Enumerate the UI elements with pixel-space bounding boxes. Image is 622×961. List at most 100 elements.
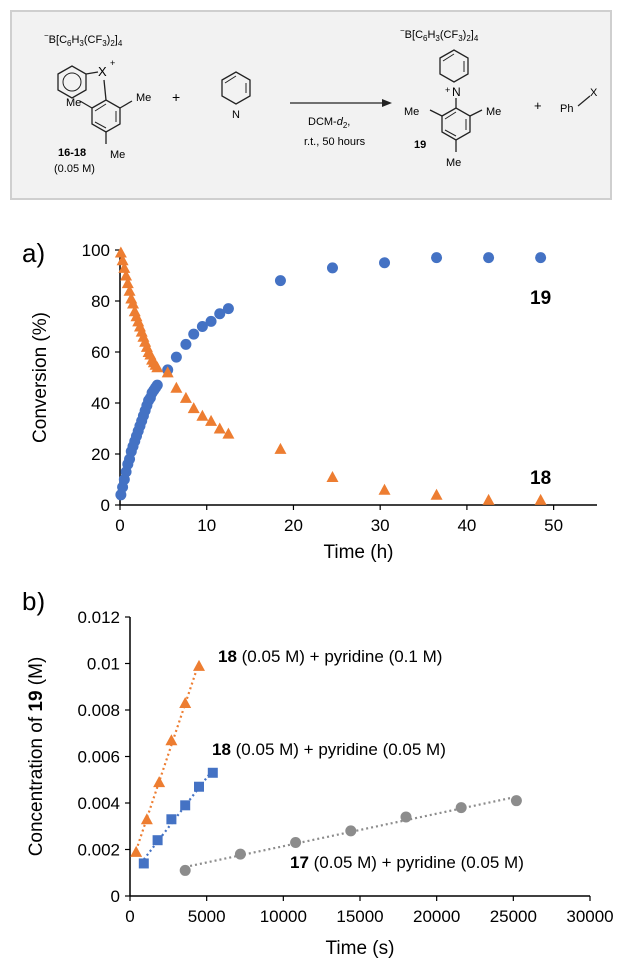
- data-point-19: [196, 321, 208, 332]
- reaction-scheme-drawing: −B[C6H3(CF3)2]4 X + Me Me Me 16-18 (0.05…: [44, 26, 598, 175]
- data-point-18: [151, 361, 164, 373]
- y-tick-label: 0.008: [77, 701, 120, 720]
- x-tick-label: 0: [115, 516, 124, 535]
- pyridine-n: N: [232, 109, 240, 121]
- data-point-series-2: [455, 802, 467, 814]
- x-tick-label: 50: [544, 516, 563, 535]
- data-point-series-0: [130, 845, 143, 857]
- y-axis-label-suffix: (M): [26, 657, 47, 691]
- data-point-18: [196, 409, 209, 421]
- mesityl-ring-left: [91, 99, 121, 133]
- series-label-rest: (0.05 M) + pyridine (0.05 M): [309, 853, 524, 872]
- data-point-19: [205, 315, 217, 327]
- data-point-series-0: [179, 697, 192, 709]
- data-point-series-0: [193, 659, 205, 671]
- y-axis-label: Concentration of 19 (M): [26, 657, 47, 857]
- series-label-bold: 17: [290, 853, 309, 872]
- data-point-19: [170, 351, 182, 363]
- anion-right: −B[C6H3(CF3)2]4: [400, 26, 479, 43]
- data-point-18: [222, 427, 235, 439]
- phenyl-ring-left: [57, 65, 87, 99]
- series-label-1: 18 (0.05 M) + pyridine (0.05 M): [212, 740, 446, 759]
- data-point-series-2: [400, 811, 412, 823]
- x-axis-label: Time (h): [323, 542, 393, 563]
- x-tick-label: 40: [457, 516, 476, 535]
- data-point-19: [188, 328, 200, 340]
- panel-label-a: a): [22, 238, 45, 268]
- data-point-19: [326, 262, 338, 274]
- data-point-18: [378, 483, 391, 495]
- y-tick-label: 0.004: [77, 794, 120, 813]
- data-point-series-1: [152, 835, 163, 846]
- data-point-18: [326, 470, 339, 482]
- data-point-19: [274, 275, 286, 287]
- series-label-18: 18: [530, 468, 551, 489]
- mesityl-ring-right: [441, 107, 471, 141]
- data-point-series-2: [179, 864, 191, 876]
- data-point-19: [379, 257, 391, 269]
- x-tick-label: 10: [197, 516, 216, 535]
- trendline-0: [135, 662, 201, 851]
- data-point-18: [114, 246, 127, 258]
- data-point-18: [120, 269, 133, 281]
- data-point-18: [482, 493, 495, 505]
- data-point-series-0: [165, 734, 178, 746]
- data-point-18: [127, 297, 140, 309]
- data-point-18: [187, 402, 200, 414]
- x-axis-label: Time (s): [326, 938, 395, 959]
- trendline-1: [142, 769, 214, 861]
- data-point-18: [213, 422, 226, 434]
- series-label-2: 17 (0.05 M) + pyridine (0.05 M): [290, 853, 524, 872]
- y-tick-label: 100: [82, 241, 110, 260]
- data-point-18: [205, 414, 218, 426]
- data-point-18: [534, 493, 547, 505]
- series-label-0: 18 (0.05 M) + pyridine (0.1 M): [218, 647, 442, 666]
- compound-left-label: 16-18: [58, 147, 86, 159]
- x-tick-label: 30000: [566, 907, 613, 926]
- series-label-rest: (0.05 M) + pyridine (0.05 M): [231, 740, 446, 759]
- plus-sign-1: +: [172, 89, 180, 105]
- anion-left: −B[C6H3(CF3)2]4: [44, 31, 123, 48]
- data-point-18: [170, 381, 183, 393]
- data-point-18: [274, 442, 287, 454]
- byproduct-x: X: [590, 87, 598, 99]
- data-point-series-0: [153, 776, 166, 788]
- methyl-left-b: Me: [136, 92, 151, 104]
- compound-right-label: 19: [414, 139, 426, 151]
- x-tick-label: 10000: [260, 907, 307, 926]
- methyl-left-c: Me: [110, 149, 125, 161]
- product-n: N: [452, 85, 461, 99]
- data-point-series-2: [510, 795, 522, 807]
- byproduct-ph: Ph: [560, 103, 573, 115]
- y-tick-label: 40: [91, 394, 110, 413]
- data-point-18: [121, 277, 134, 289]
- x-tick-label: 20000: [413, 907, 460, 926]
- data-point-series-2: [234, 848, 246, 860]
- data-point-19: [180, 338, 192, 350]
- y-tick-label: 0: [101, 496, 110, 515]
- x-tick-label: 20: [284, 516, 303, 535]
- y-tick-label: 80: [91, 292, 110, 311]
- data-point-19: [431, 252, 443, 264]
- y-tick-label: 60: [91, 343, 110, 362]
- plus-sign-2: +: [534, 98, 542, 113]
- data-point-series-1: [138, 858, 149, 869]
- data-point-19: [535, 252, 547, 264]
- data-point-19: [151, 379, 163, 391]
- conversion-chart: 0 10 20 30 40 50 0 20 40 60 80 100 a) Time (h) Convers…: [22, 238, 597, 563]
- data-point-series-1: [207, 767, 218, 778]
- data-point-18: [123, 284, 136, 296]
- data-point-18: [116, 254, 129, 266]
- data-point-series-1: [194, 781, 204, 792]
- data-point-series-1: [180, 800, 191, 811]
- conditions-time: r.t., 50 hours: [304, 136, 366, 148]
- x-tick-label: 25000: [490, 907, 537, 926]
- y-tick-label: 20: [91, 445, 110, 464]
- data-point-18: [118, 261, 131, 273]
- iodonium-x: X: [98, 64, 107, 79]
- y-tick-label: 0.012: [77, 608, 120, 627]
- y-tick-label: 0.006: [77, 748, 120, 767]
- data-point-19: [483, 252, 495, 264]
- data-point-18: [430, 488, 443, 500]
- y-tick-label: 0.002: [77, 841, 120, 860]
